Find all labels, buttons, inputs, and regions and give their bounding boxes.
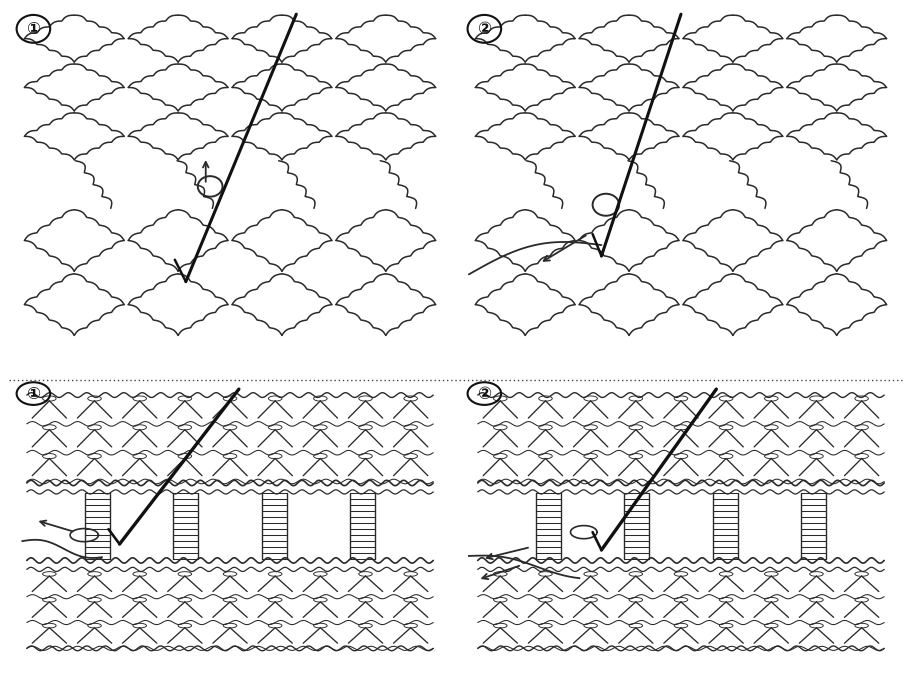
Text: ②: ② — [477, 20, 491, 38]
Text: ②: ② — [477, 384, 491, 403]
Text: ①: ① — [26, 384, 40, 403]
Text: ①: ① — [26, 20, 40, 38]
